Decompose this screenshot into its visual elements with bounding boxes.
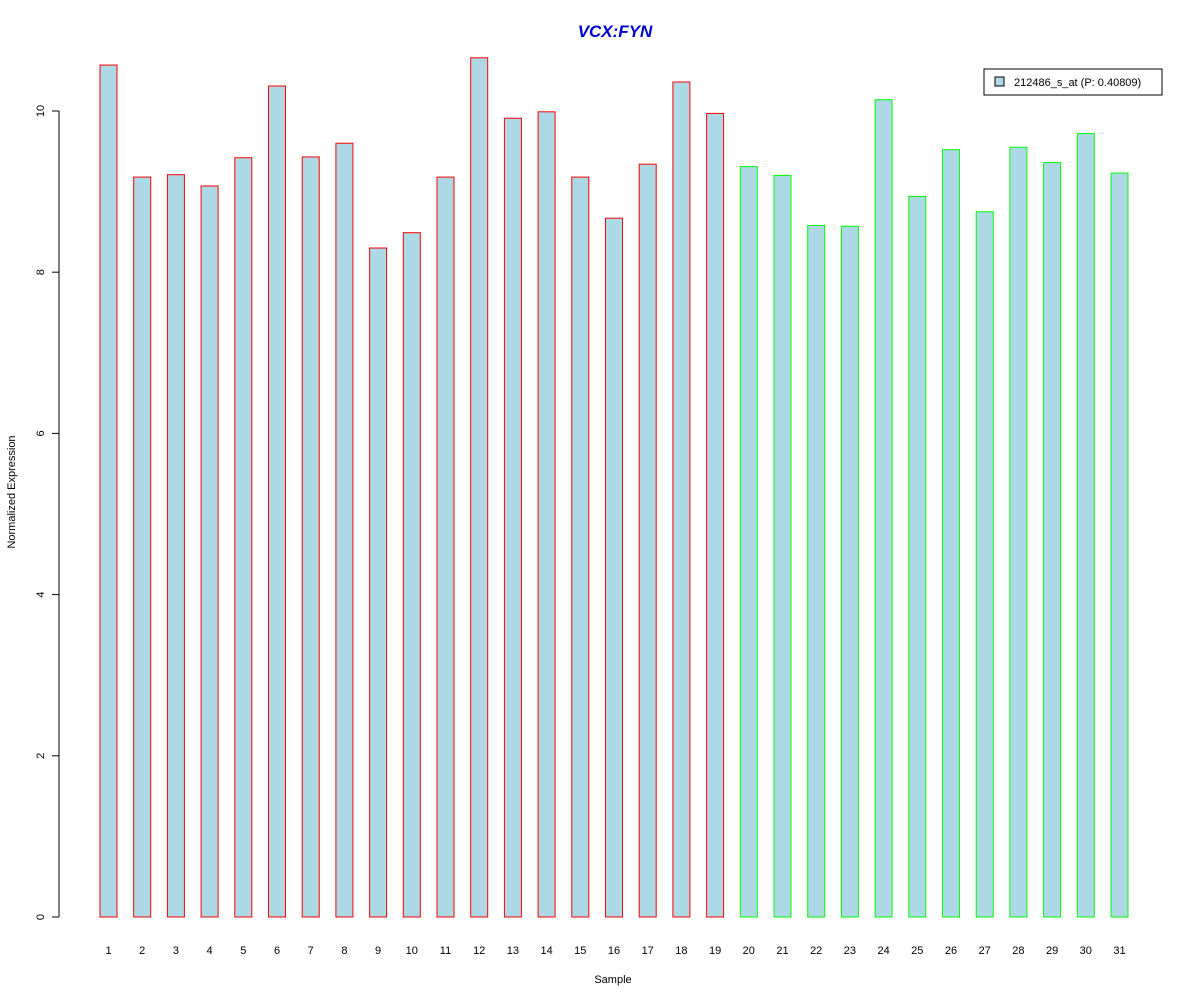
bar-sample-28 [1009, 146, 1028, 918]
bar-sample-24 [874, 99, 893, 918]
bar-sample-9 [369, 247, 388, 918]
x-tick-label: 18 [675, 945, 687, 957]
x-tick-label: 28 [1012, 945, 1024, 957]
x-tick-label: 5 [240, 945, 246, 957]
y-tick-label: 0 [35, 914, 47, 920]
bar-sample-20 [739, 166, 758, 918]
x-tick-label: 17 [642, 945, 654, 957]
x-tick-label: 26 [945, 945, 957, 957]
bar-sample-19 [706, 112, 725, 918]
bar-sample-16 [605, 217, 623, 918]
bar-sample-31 [1110, 172, 1129, 918]
y-tick-label: 6 [35, 430, 47, 436]
bar-sample-3 [166, 174, 185, 918]
bar-sample-25 [908, 195, 927, 918]
x-tick-label: 21 [776, 945, 788, 957]
x-tick-label: 25 [911, 945, 923, 957]
x-tick-label: 4 [207, 945, 213, 957]
legend-box [983, 68, 1163, 96]
x-tick-label: 9 [375, 945, 381, 957]
x-tick-label: 22 [810, 945, 822, 957]
x-tick-label: 10 [406, 945, 418, 957]
bar-sample-14 [537, 111, 556, 918]
bar-sample-13 [503, 117, 522, 918]
y-tick-label: 2 [35, 753, 47, 759]
x-axis-label: Sample [594, 974, 631, 986]
bar-sample-15 [571, 176, 590, 918]
y-tick-label: 10 [35, 105, 47, 117]
x-tick-label: 23 [844, 945, 856, 957]
legend-label: 212486_s_at (P: 0.40809) [1014, 77, 1141, 89]
x-tick-label: 15 [574, 945, 586, 957]
bar-sample-27 [975, 211, 994, 918]
x-tick-label: 29 [1046, 945, 1058, 957]
bar-sample-1 [99, 64, 118, 918]
bar-sample-4 [200, 185, 219, 918]
legend: 212486_s_at (P: 0.40809) [983, 68, 1163, 96]
x-tick-label: 20 [743, 945, 755, 957]
chart-title: VCX:FYN [578, 22, 653, 41]
bar-sample-10 [402, 232, 421, 918]
bar-sample-30 [1076, 133, 1095, 918]
bar-sample-17 [638, 163, 657, 918]
x-tick-label: 3 [173, 945, 179, 957]
y-tick-label: 4 [35, 592, 47, 598]
x-tick-label: 14 [540, 945, 552, 957]
x-tick-label: 7 [308, 945, 314, 957]
bar-sample-29 [1043, 162, 1062, 918]
bar-sample-12 [470, 57, 489, 918]
x-tick-label: 2 [139, 945, 145, 957]
bar-sample-18 [672, 81, 691, 918]
bar-sample-23 [840, 225, 859, 918]
bar-sample-11 [436, 176, 455, 918]
bar-sample-22 [807, 224, 826, 918]
bar-sample-8 [335, 142, 354, 918]
x-tick-label: 12 [473, 945, 485, 957]
x-tick-label: 13 [507, 945, 519, 957]
y-tick-label: 8 [35, 269, 47, 275]
y-axis-label: Normalized Expression [6, 435, 18, 548]
bar-sample-6 [268, 85, 286, 918]
bar-sample-26 [942, 149, 960, 918]
x-tick-label: 31 [1113, 945, 1125, 957]
x-tick-label: 11 [440, 945, 451, 957]
x-tick-label: 8 [341, 945, 347, 957]
x-tick-label: 27 [979, 945, 991, 957]
bar-sample-5 [234, 157, 253, 918]
bar-sample-7 [301, 156, 320, 918]
x-tick-label: 1 [105, 945, 111, 957]
x-tick-label: 24 [877, 945, 889, 957]
legend-swatch [994, 76, 1005, 87]
x-tick-labels: 1 2 3 4 5 6 7 8 9 10 11 12 13 14 15 16 17 18 19 20 21 22 23 24 2… [105, 945, 1125, 957]
x-tick-label: 30 [1080, 945, 1092, 957]
bars [99, 57, 1129, 918]
bar-sample-21 [773, 174, 792, 918]
x-tick-label: 19 [709, 945, 721, 957]
x-tick-label: 6 [274, 945, 280, 957]
x-tick-label: 16 [608, 945, 620, 957]
y-axis: 0 2 4 6 8 10 [35, 105, 60, 920]
bar-sample-2 [133, 176, 152, 918]
